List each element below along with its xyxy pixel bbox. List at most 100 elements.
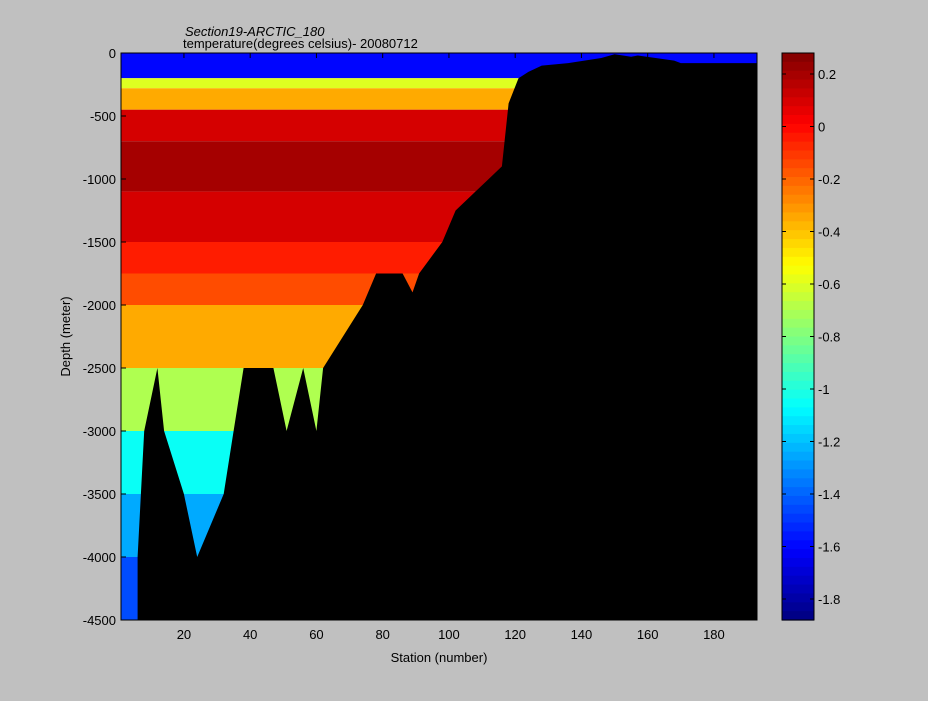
colorbar-segment xyxy=(782,354,814,364)
colorbar-segment xyxy=(782,522,814,533)
y-tick-label: -3000 xyxy=(83,424,116,439)
colorbar-tick-label: 0.2 xyxy=(818,67,836,82)
x-tick-label: 180 xyxy=(703,627,725,642)
colorbar-segment xyxy=(782,549,814,559)
colorbar-tick-label: 0 xyxy=(818,120,825,135)
colorbar-segment xyxy=(782,336,814,346)
colorbar-segment xyxy=(782,123,814,134)
colorbar-segment xyxy=(782,584,814,595)
colorbar-segment xyxy=(782,469,814,479)
temperature-layer xyxy=(121,78,757,89)
plot-frame xyxy=(120,52,758,621)
colorbar-tick-label: -0.6 xyxy=(818,277,840,292)
colorbar-segment xyxy=(782,380,814,391)
colorbar-segment xyxy=(782,398,814,408)
colorbar-segment xyxy=(782,221,814,231)
y-axis-label: Depth (meter) xyxy=(58,296,73,376)
colorbar-segment xyxy=(782,61,814,72)
x-tick-label: 80 xyxy=(375,627,389,642)
colorbar-segment xyxy=(782,97,814,107)
colorbar-segment xyxy=(782,88,814,98)
y-tick-label: -2500 xyxy=(83,361,116,376)
colorbar-segment xyxy=(782,70,814,81)
colorbar-segment xyxy=(782,318,814,329)
colorbar-segment xyxy=(782,602,814,612)
colorbar-segment xyxy=(782,168,814,178)
x-tick-label: 160 xyxy=(637,627,659,642)
colorbar-segment xyxy=(782,416,814,426)
y-tick-label: -3500 xyxy=(83,487,116,502)
colorbar-segment xyxy=(782,566,814,577)
colorbar-segment xyxy=(782,593,814,603)
x-tick-label: 60 xyxy=(309,627,323,642)
chart-subtitle: temperature(degrees celsius)- 20080712 xyxy=(183,36,418,51)
colorbar-segment xyxy=(782,265,814,276)
colorbar-segment xyxy=(782,557,814,568)
y-tick-label: -4500 xyxy=(83,613,116,628)
colorbar-segment xyxy=(782,389,814,400)
y-tick-label: -4000 xyxy=(83,550,116,565)
colorbar-segment xyxy=(782,442,814,453)
x-axis-label: Station (number) xyxy=(391,650,488,665)
colorbar-segment xyxy=(782,239,814,249)
colorbar-segment xyxy=(782,141,814,152)
colorbar-segment xyxy=(782,292,814,302)
colorbar-segment xyxy=(782,203,814,214)
colorbar-segment xyxy=(782,495,814,506)
colorbar-segment xyxy=(782,53,814,63)
colorbar-segment xyxy=(782,407,814,417)
colorbar-segment xyxy=(782,611,814,621)
bathymetry-mask xyxy=(121,54,757,621)
colorbar-segment xyxy=(782,451,814,462)
colorbar-segment xyxy=(782,433,814,444)
colorbar-segment xyxy=(782,371,814,382)
colorbar-segment xyxy=(782,540,814,550)
colorbar: 0.2 0 -0.2 -0.4 -0.6 -0.8 -1 -1.2 -1.4 -1.6 -1.8 xyxy=(781,52,840,621)
x-tick-label: 100 xyxy=(438,627,460,642)
colorbar-segment xyxy=(782,327,814,338)
colorbar-segment xyxy=(782,185,814,196)
colorbar-segment xyxy=(782,425,814,435)
y-tick-label: 0 xyxy=(109,46,116,61)
colorbar-tick-label: -0.8 xyxy=(818,330,840,345)
y-tick-label: -1500 xyxy=(83,235,116,250)
colorbar-tick-label: -1.2 xyxy=(818,435,840,450)
colorbar-segment xyxy=(782,478,814,488)
colorbar-segment xyxy=(782,150,814,160)
colorbar-tick-label: -1 xyxy=(818,382,830,397)
colorbar-segment xyxy=(782,531,814,541)
colorbar-segment xyxy=(782,274,814,284)
colorbar-tick-label: -0.2 xyxy=(818,172,840,187)
colorbar-segment xyxy=(782,230,814,240)
colorbar-tick-label: -1.8 xyxy=(818,592,840,607)
colorbar-segment xyxy=(782,283,814,293)
colorbar-segment xyxy=(782,132,814,143)
colorbar-segment xyxy=(782,345,814,355)
colorbar-segment xyxy=(782,79,814,90)
colorbar-segment xyxy=(782,194,814,205)
y-tick-label: -500 xyxy=(90,109,116,124)
y-tick-label: -1000 xyxy=(83,172,116,187)
colorbar-segment xyxy=(782,247,814,258)
colorbar-tick-label: -1.4 xyxy=(818,487,840,502)
colorbar-segment xyxy=(782,115,814,125)
colorbar-segment xyxy=(782,106,814,116)
colorbar-segment xyxy=(782,575,814,586)
colorbar-segment xyxy=(782,309,814,320)
x-tick-label: 120 xyxy=(504,627,526,642)
colorbar-segment xyxy=(782,159,814,169)
x-tick-label: 40 xyxy=(243,627,257,642)
colorbar-segment xyxy=(782,487,814,497)
colorbar-segment xyxy=(782,212,814,222)
colorbar-tick-label: -1.6 xyxy=(818,540,840,555)
x-tick-label: 140 xyxy=(571,627,593,642)
colorbar-segment xyxy=(782,301,814,311)
colorbar-tick-label: -0.4 xyxy=(818,225,840,240)
colorbar-segment xyxy=(782,256,814,267)
y-tick-label: -2000 xyxy=(83,298,116,313)
colorbar-segment xyxy=(782,513,814,524)
chart-title: Section19-ARCTIC_180 xyxy=(185,24,325,39)
colorbar-segment xyxy=(782,363,814,373)
